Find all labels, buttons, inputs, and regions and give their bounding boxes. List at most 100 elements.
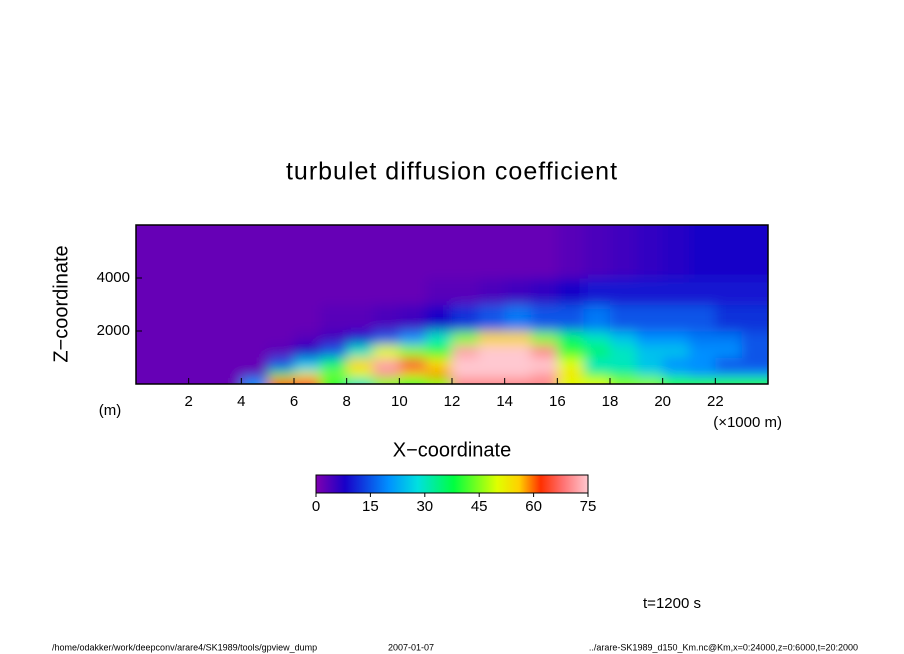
cell (662, 370, 690, 378)
x-tick-label: 20 (654, 393, 671, 410)
cell (452, 278, 479, 305)
cell (715, 344, 743, 358)
cell (320, 377, 348, 384)
cell (346, 304, 374, 332)
cell (583, 278, 611, 305)
cell (504, 331, 532, 345)
cell (504, 225, 532, 279)
cell (215, 377, 242, 384)
x-tick-label: 14 (496, 393, 513, 410)
cell (267, 225, 295, 279)
colorbar-ticks: 0 15 30 45 60 75 (312, 493, 597, 515)
x-tick-label: 22 (707, 393, 724, 410)
cell (346, 377, 374, 384)
cell (610, 377, 637, 384)
cell (320, 370, 348, 378)
cell (531, 357, 558, 372)
cell (294, 370, 321, 378)
cell (162, 377, 190, 384)
cell (610, 370, 637, 378)
cell (557, 331, 585, 345)
cell (399, 304, 427, 332)
cell (557, 377, 585, 384)
cell (504, 370, 532, 378)
cell (346, 278, 374, 305)
cell (215, 278, 242, 305)
cell (162, 370, 190, 378)
cell (188, 357, 216, 372)
cell (136, 278, 163, 305)
cell (715, 225, 743, 279)
cell (215, 370, 242, 378)
cell (215, 225, 242, 279)
cell (478, 357, 506, 372)
cell (662, 344, 690, 358)
cell (452, 304, 479, 332)
cell (689, 377, 716, 384)
cell (636, 377, 664, 384)
cell (162, 344, 190, 358)
y-axis-label: Z−coordinate (50, 245, 72, 362)
cell (689, 344, 716, 358)
cell (136, 304, 163, 332)
cell (294, 377, 321, 384)
colorbar-tick-label: 45 (471, 498, 488, 515)
cell (662, 278, 690, 305)
cell (636, 278, 664, 305)
cell (162, 357, 190, 372)
cell (346, 331, 374, 345)
cell (241, 304, 269, 332)
cell (320, 357, 348, 372)
colorbar-tick-label: 15 (362, 498, 379, 515)
cell (689, 357, 716, 372)
cell (557, 344, 585, 358)
cell (399, 344, 427, 358)
cell (425, 377, 453, 384)
x-axis-label: X−coordinate (393, 439, 511, 461)
cell (373, 344, 400, 358)
cell (689, 278, 716, 305)
colorbar (315, 474, 589, 494)
cell (689, 331, 716, 345)
cell (241, 344, 269, 358)
cell (715, 357, 743, 372)
cell (715, 377, 743, 384)
cell (320, 331, 348, 345)
x-tick-label: 6 (290, 393, 298, 410)
cell (715, 370, 743, 378)
cell (425, 304, 453, 332)
chart-title: turbulet diffusion coefficient (286, 158, 618, 186)
cell (215, 357, 242, 372)
field (136, 225, 768, 384)
cell (294, 331, 321, 345)
cell (425, 370, 453, 378)
x-tick-label: 16 (549, 393, 566, 410)
cell (689, 225, 716, 279)
cell (267, 377, 295, 384)
cell (162, 304, 190, 332)
cell (136, 344, 163, 358)
footer-path: /home/odakker/work/deepconv/arare4/SK198… (52, 642, 317, 652)
cell (741, 370, 768, 378)
cell (136, 331, 163, 345)
y-axis-unit: (m) (99, 402, 122, 419)
cell (452, 344, 479, 358)
cell (267, 344, 295, 358)
cell (715, 331, 743, 345)
cell (188, 278, 216, 305)
cell (425, 357, 453, 372)
cell (267, 278, 295, 305)
cell (188, 377, 216, 384)
cell (294, 278, 321, 305)
x-tick-label: 18 (602, 393, 619, 410)
x-tick-label: 12 (444, 393, 461, 410)
cell (241, 225, 269, 279)
cell (215, 344, 242, 358)
cell (399, 357, 427, 372)
cell (741, 225, 768, 279)
cell (689, 304, 716, 332)
colorbar-tick-label: 75 (580, 498, 597, 515)
cell (610, 344, 637, 358)
cell (741, 331, 768, 345)
cell (267, 357, 295, 372)
